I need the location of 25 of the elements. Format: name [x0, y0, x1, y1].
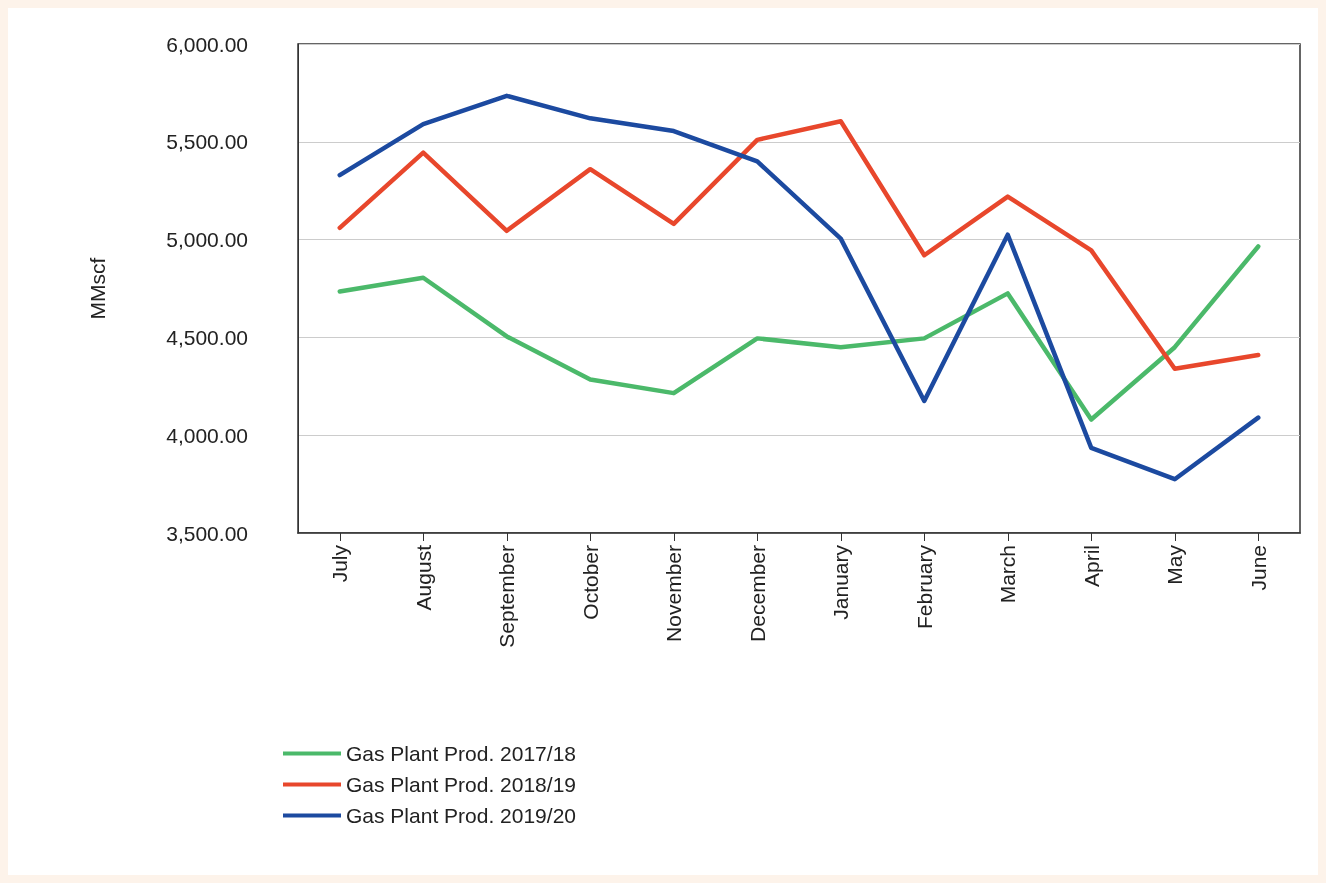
x-tick-label: February — [912, 544, 936, 630]
line-series — [337, 93, 1261, 482]
line-series — [337, 119, 1261, 371]
legend-label: Gas Plant Prod. 2018/19 — [346, 773, 576, 796]
y-tick-label: 5,500.00 — [166, 130, 248, 154]
x-tick-label: April — [1079, 545, 1103, 588]
y-tick-label: 4,500.00 — [166, 325, 248, 349]
x-tick-label: October — [578, 545, 602, 620]
x-tick-label: March — [996, 545, 1020, 604]
x-tick-label: November — [662, 545, 686, 642]
y-tick-label: 3,500.00 — [166, 521, 248, 545]
x-tick-label: May — [1163, 544, 1187, 585]
x-tick-label: July — [328, 544, 352, 583]
x-tick-label: June — [1246, 545, 1270, 591]
y-tick-label: 6,000.00 — [166, 32, 248, 56]
x-tick-label: September — [495, 545, 519, 648]
legend-label: Gas Plant Prod. 2019/20 — [346, 804, 576, 827]
line-series — [337, 244, 1261, 422]
legend-label: Gas Plant Prod. 2017/18 — [346, 742, 576, 765]
y-axis-title: MMscf — [86, 257, 109, 320]
y-tick-label: 4,000.00 — [166, 423, 248, 447]
y-tick-label: 5,000.00 — [166, 228, 248, 252]
x-tick-label: December — [745, 545, 769, 642]
x-tick-label: January — [829, 544, 853, 620]
x-tick-label: August — [411, 544, 435, 611]
